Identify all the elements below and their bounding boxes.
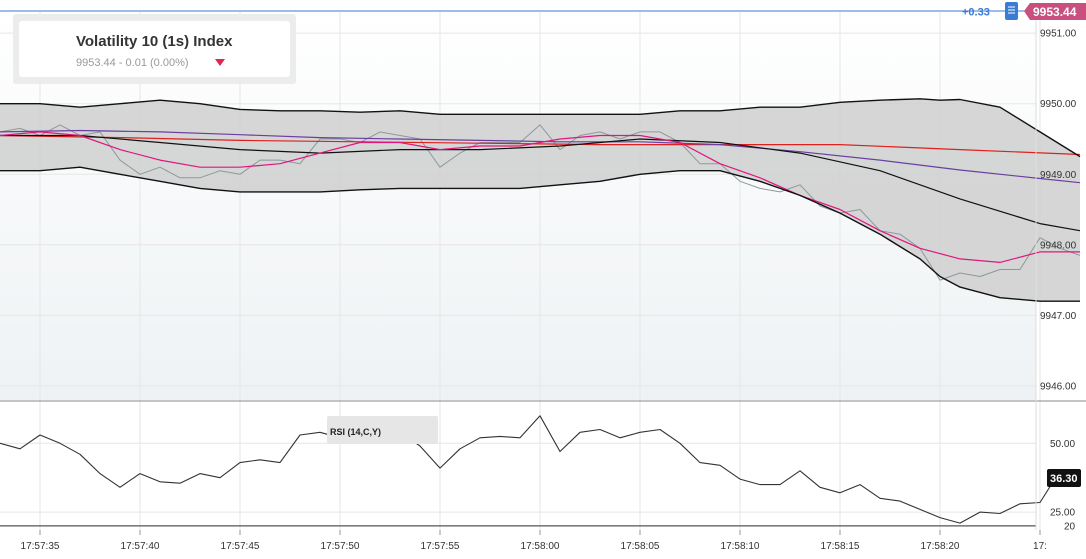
x-tick-label: 17:57:55 xyxy=(421,541,460,552)
x-tick-label: 17:57:45 xyxy=(221,541,260,552)
x-tick-label: 17:57:35 xyxy=(21,541,60,552)
y-tick-label: 9950.00 xyxy=(1040,99,1077,110)
series-ma-mid-line xyxy=(0,134,1081,232)
x-tick-label: 17:58:00 xyxy=(521,541,560,552)
x-tick-label: 17:58:15 xyxy=(821,541,860,552)
bollinger-band-fill xyxy=(0,98,1080,302)
instrument-title: Volatility 10 (1s) Index xyxy=(76,33,233,50)
y-tick-label: 9949.00 xyxy=(1040,170,1077,181)
x-tick-label: 17: xyxy=(1033,541,1047,552)
instrument-info-panel[interactable]: Volatility 10 (1s) Index 9953.44 - 0.01 … xyxy=(13,14,296,84)
y-tick-label: 9946.00 xyxy=(1040,381,1077,392)
series-band-upper-line xyxy=(0,98,1081,158)
x-tick-label: 17:58:10 xyxy=(721,541,760,552)
y-tick-label: 9948.00 xyxy=(1040,240,1077,251)
rsi-y-tick-label: 50.00 xyxy=(1050,439,1075,450)
current-price-tag-label: 9953.44 xyxy=(1033,5,1077,19)
rsi-y-tick-label: 25.00 xyxy=(1050,508,1075,519)
series-ma-red-line xyxy=(0,134,1081,156)
series-ma-fast-line xyxy=(0,131,1080,263)
series-price-line xyxy=(0,124,1081,281)
axis-labels: 9951.00 9950.00 9949.00 9948.00 9947.00 9946.… xyxy=(21,29,1077,552)
rsi-indicator-label[interactable]: RSI (14,C,Y) xyxy=(327,416,438,444)
rsi-value-label: 36.30 xyxy=(1050,473,1078,485)
instrument-info-card: Volatility 10 (1s) Index 9953.44 - 0.01 … xyxy=(19,21,290,77)
x-tick-label: 17:57:50 xyxy=(321,541,360,552)
series-ma-slow-line xyxy=(0,129,1081,184)
price-alert-icon[interactable] xyxy=(1005,2,1018,20)
y-tick-label: 9947.00 xyxy=(1040,311,1077,322)
price-diff-label: +0.33 xyxy=(962,7,990,19)
current-price-tag xyxy=(1024,3,1086,20)
rsi-line xyxy=(0,415,1061,524)
price-down-icon xyxy=(215,59,225,66)
rsi-series-group xyxy=(0,415,1061,524)
main-series-group xyxy=(0,98,1081,302)
rsi-y-tick-label: 20 xyxy=(1064,521,1076,532)
rsi-value-tag xyxy=(1047,469,1081,487)
instrument-quote: 9953.44 - 0.01 (0.00%) xyxy=(76,57,189,69)
y-tick-label: 9951.00 xyxy=(1040,29,1077,40)
x-tick-label: 17:58:20 xyxy=(921,541,960,552)
x-tick-label: 17:58:05 xyxy=(621,541,660,552)
series-band-lower-line xyxy=(0,166,1080,302)
x-tick-label: 17:57:40 xyxy=(121,541,160,552)
